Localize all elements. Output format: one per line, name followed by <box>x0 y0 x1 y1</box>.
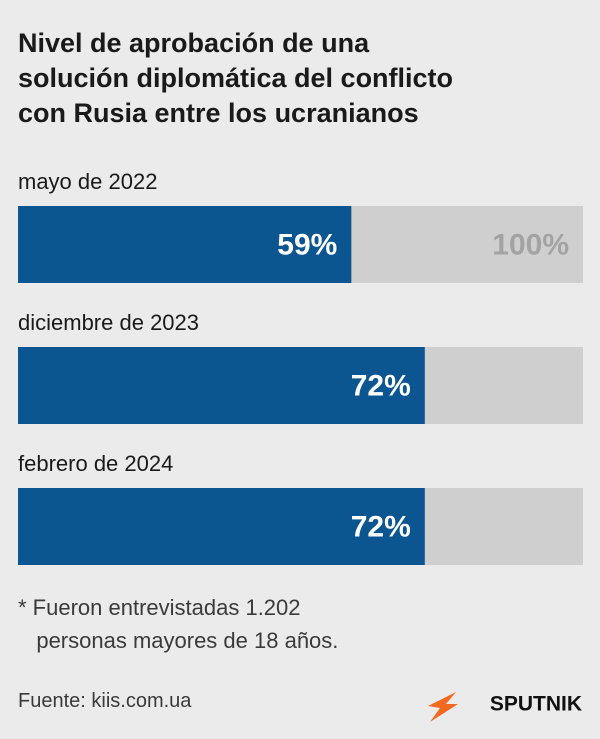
value-label: 72% <box>351 369 411 402</box>
chart-title: Nivel de aprobación de una solución dipl… <box>18 28 454 128</box>
bar <box>18 488 425 565</box>
x-tick-label: 100% <box>492 228 569 261</box>
category-label: mayo de 2022 <box>18 169 157 194</box>
category-label: diciembre de 2023 <box>18 310 199 335</box>
value-label: 72% <box>351 510 411 543</box>
bar <box>18 347 425 424</box>
bar <box>18 206 352 283</box>
source: Fuente: kiis.com.ua <box>18 690 192 712</box>
category-label: febrero de 2024 <box>18 451 173 476</box>
value-label: 59% <box>277 228 337 261</box>
brand: SPUTNIK <box>490 693 582 716</box>
footnote: * Fueron entrevistadas 1.202 personas ma… <box>18 595 339 653</box>
brand-icon <box>428 692 458 722</box>
